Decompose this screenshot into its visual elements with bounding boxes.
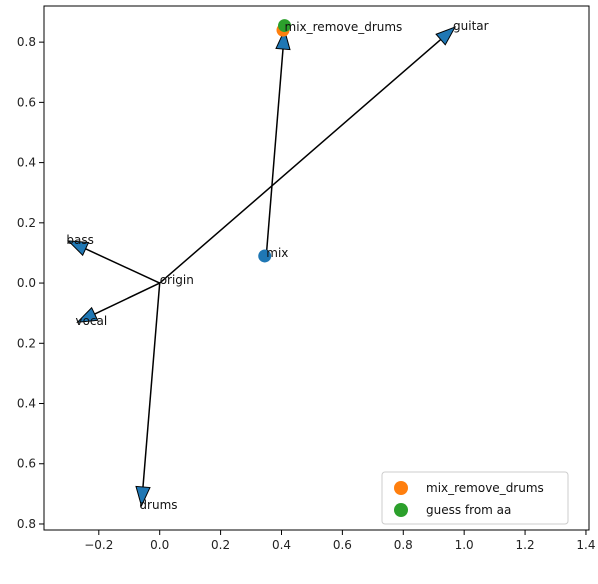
ticks-layer: −0.2 0.0 0.2 0.4 0.6 0.8 1.0 1.2 1.4 0.8 0.6 0.4 0.2… — [17, 35, 596, 552]
y-tick-label: 0.8 — [17, 517, 36, 531]
x-tick-label: −0.2 — [84, 538, 113, 552]
x-tick-label: 0.2 — [211, 538, 230, 552]
arrow-shaft — [85, 248, 161, 284]
legend-label-mix-remove-drums: mix_remove_drums — [426, 481, 544, 495]
annotation-label: mix_remove_drums — [285, 20, 403, 34]
y-tick-label: 0.8 — [17, 35, 36, 49]
x-tick-label: 0.6 — [333, 538, 352, 552]
legend-marker-guess-from-aa — [394, 503, 408, 517]
arrow-shaft — [94, 282, 161, 315]
legend: mix_remove_drums guess from aa — [381, 471, 569, 525]
arrow-head — [67, 240, 90, 257]
legend-marker-mix-remove-drums — [394, 481, 408, 495]
y-tick-label: 0.2 — [17, 336, 36, 350]
x-tick-label: 0.8 — [394, 538, 413, 552]
axes-frame — [43, 5, 590, 531]
legend-box — [381, 471, 569, 525]
y-tick-label: 0.0 — [17, 276, 36, 290]
arrow-head — [435, 26, 457, 46]
arrows-layer — [67, 26, 457, 508]
arrow-shaft — [142, 282, 161, 488]
labels-layer: bass vocal drums guitar origin mix mix_remove_… — [66, 19, 488, 512]
y-tick-label: 0.6 — [17, 95, 36, 109]
x-tick-label: 1.2 — [516, 538, 535, 552]
annotation-label: drums — [139, 498, 177, 512]
annotation-label: vocal — [75, 314, 107, 328]
arrow-shaft — [159, 38, 442, 284]
arrow-head — [76, 306, 99, 323]
legend-label-guess-from-aa: guess from aa — [426, 503, 511, 517]
x-tick-label: 0.0 — [150, 538, 169, 552]
arrow-head — [275, 28, 291, 51]
points-layer — [258, 19, 292, 263]
annotation-label: mix — [266, 246, 288, 260]
annotation-label: bass — [66, 233, 93, 247]
y-tick-label: 0.6 — [17, 457, 36, 471]
data-point — [278, 19, 292, 33]
y-tick-label: 0.2 — [17, 216, 36, 230]
y-tick-label: 0.4 — [17, 397, 36, 411]
data-point — [258, 249, 272, 263]
x-tick-label: 1.0 — [455, 538, 474, 552]
x-tick-label: 1.4 — [576, 538, 595, 552]
annotation-label: guitar — [453, 19, 489, 33]
annotation-label: origin — [160, 273, 194, 287]
arrow-shaft — [265, 48, 284, 257]
x-tick-label: 0.4 — [272, 538, 291, 552]
y-tick-label: 0.4 — [17, 156, 36, 170]
arrow-head — [135, 485, 151, 508]
